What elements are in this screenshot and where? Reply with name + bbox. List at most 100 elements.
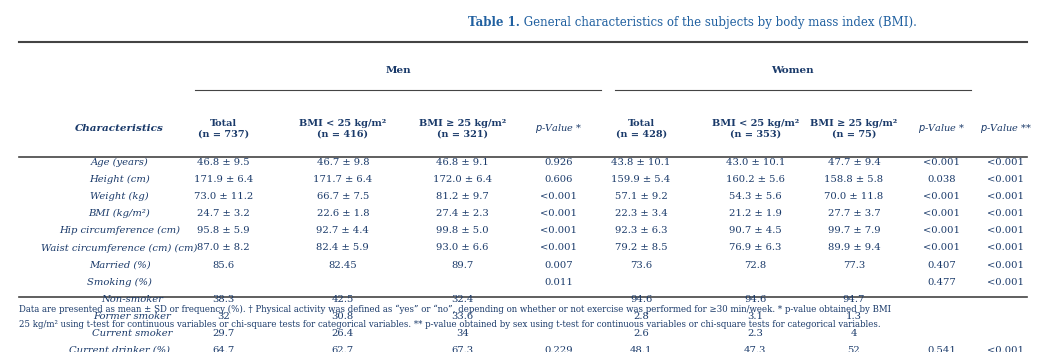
- Text: 46.8 ± 9.5: 46.8 ± 9.5: [197, 158, 249, 167]
- Text: <0.001: <0.001: [987, 209, 1024, 218]
- Text: <0.001: <0.001: [987, 158, 1024, 167]
- Text: <0.001: <0.001: [923, 158, 960, 167]
- Text: $p$-Value *: $p$-Value *: [917, 122, 965, 135]
- Text: 22.3 ± 3.4: 22.3 ± 3.4: [615, 209, 667, 218]
- Text: 42.5: 42.5: [331, 295, 354, 304]
- Text: 99.8 ± 5.0: 99.8 ± 5.0: [436, 226, 488, 235]
- Text: General characteristics of the subjects by body mass index (BMI).: General characteristics of the subjects …: [520, 17, 916, 29]
- Text: Age (years): Age (years): [90, 158, 149, 167]
- Text: 81.2 ± 9.7: 81.2 ± 9.7: [436, 192, 488, 201]
- Text: Characteristics: Characteristics: [75, 124, 164, 133]
- Text: 82.4 ± 5.9: 82.4 ± 5.9: [317, 244, 369, 252]
- Text: Weight (kg): Weight (kg): [90, 192, 149, 201]
- Text: 30.8: 30.8: [331, 312, 354, 321]
- Text: <0.001: <0.001: [540, 192, 578, 201]
- Text: 64.7: 64.7: [212, 346, 235, 352]
- Text: 160.2 ± 5.6: 160.2 ± 5.6: [726, 175, 784, 184]
- Text: 172.0 ± 6.4: 172.0 ± 6.4: [433, 175, 491, 184]
- Text: 4: 4: [851, 329, 857, 338]
- Text: Table 1.: Table 1.: [468, 17, 520, 29]
- Text: Data are presented as mean ± SD or frequency (%). † Physical activity was define: Data are presented as mean ± SD or frequ…: [19, 304, 890, 314]
- Text: <0.001: <0.001: [923, 209, 960, 218]
- Text: 2.6: 2.6: [633, 329, 649, 338]
- Text: 32: 32: [217, 312, 230, 321]
- Text: 93.0 ± 6.6: 93.0 ± 6.6: [436, 244, 488, 252]
- Text: 77.3: 77.3: [843, 260, 865, 270]
- Text: BMI (kg/m²): BMI (kg/m²): [88, 209, 151, 218]
- Text: <0.001: <0.001: [987, 278, 1024, 287]
- Text: 0.011: 0.011: [544, 278, 574, 287]
- Text: 94.7: 94.7: [843, 295, 865, 304]
- Text: 92.7 ± 4.4: 92.7 ± 4.4: [317, 226, 369, 235]
- Text: 22.6 ± 1.8: 22.6 ± 1.8: [317, 209, 369, 218]
- Text: Married (%): Married (%): [88, 260, 151, 270]
- Text: Waist circumference (cm) (cm): Waist circumference (cm) (cm): [42, 244, 197, 252]
- Text: 43.0 ± 10.1: 43.0 ± 10.1: [725, 158, 785, 167]
- Text: 0.007: 0.007: [544, 260, 574, 270]
- Text: Smoking (%): Smoking (%): [87, 278, 152, 287]
- Text: 33.6: 33.6: [451, 312, 474, 321]
- Text: 0.038: 0.038: [927, 175, 956, 184]
- Text: Total
(n = 737): Total (n = 737): [197, 119, 249, 138]
- Text: 43.8 ± 10.1: 43.8 ± 10.1: [611, 158, 671, 167]
- Text: <0.001: <0.001: [987, 260, 1024, 270]
- Text: <0.001: <0.001: [540, 244, 578, 252]
- Text: 0.606: 0.606: [544, 175, 574, 184]
- Text: 67.3: 67.3: [451, 346, 474, 352]
- Text: 73.0 ± 11.2: 73.0 ± 11.2: [193, 192, 254, 201]
- Text: 99.7 ± 7.9: 99.7 ± 7.9: [828, 226, 880, 235]
- Text: Women: Women: [771, 66, 815, 75]
- Text: 66.7 ± 7.5: 66.7 ± 7.5: [317, 192, 369, 201]
- Text: <0.001: <0.001: [540, 209, 578, 218]
- Text: 3.1: 3.1: [747, 312, 764, 321]
- Text: 94.6: 94.6: [744, 295, 767, 304]
- Text: 171.7 ± 6.4: 171.7 ± 6.4: [313, 175, 373, 184]
- Text: 82.45: 82.45: [328, 260, 357, 270]
- Text: 94.6: 94.6: [630, 295, 652, 304]
- Text: 95.8 ± 5.9: 95.8 ± 5.9: [197, 226, 249, 235]
- Text: <0.001: <0.001: [987, 346, 1024, 352]
- Text: 21.2 ± 1.9: 21.2 ± 1.9: [729, 209, 781, 218]
- Text: <0.001: <0.001: [987, 175, 1024, 184]
- Text: <0.001: <0.001: [987, 244, 1024, 252]
- Text: 159.9 ± 5.4: 159.9 ± 5.4: [611, 175, 671, 184]
- Text: 0.477: 0.477: [927, 278, 956, 287]
- Text: 73.6: 73.6: [630, 260, 652, 270]
- Text: Hip circumference (cm): Hip circumference (cm): [59, 226, 180, 235]
- Text: <0.001: <0.001: [923, 226, 960, 235]
- Text: <0.001: <0.001: [987, 192, 1024, 201]
- Text: <0.001: <0.001: [923, 244, 960, 252]
- Text: 24.7 ± 3.2: 24.7 ± 3.2: [197, 209, 249, 218]
- Text: Non-smoker: Non-smoker: [101, 295, 163, 304]
- Text: 54.3 ± 5.6: 54.3 ± 5.6: [729, 192, 781, 201]
- Text: BMI ≥ 25 kg/m²
(n = 75): BMI ≥ 25 kg/m² (n = 75): [810, 119, 898, 138]
- Text: <0.001: <0.001: [923, 192, 960, 201]
- Text: 26.4: 26.4: [331, 329, 354, 338]
- Text: <0.001: <0.001: [540, 226, 578, 235]
- Text: 72.8: 72.8: [744, 260, 767, 270]
- Text: 32.4: 32.4: [451, 295, 474, 304]
- Text: Total
(n = 428): Total (n = 428): [615, 119, 667, 138]
- Text: 89.7: 89.7: [451, 260, 474, 270]
- Text: 57.1 ± 9.2: 57.1 ± 9.2: [615, 192, 667, 201]
- Text: 25 kg/m² using t-test for continuous variables or chi-square tests for categoric: 25 kg/m² using t-test for continuous var…: [19, 320, 880, 329]
- Text: <0.001: <0.001: [987, 226, 1024, 235]
- Text: Current smoker: Current smoker: [91, 329, 172, 338]
- Text: 0.229: 0.229: [544, 346, 574, 352]
- Text: Current drinker (%): Current drinker (%): [69, 346, 170, 352]
- Text: 29.7: 29.7: [212, 329, 235, 338]
- Text: 79.2 ± 8.5: 79.2 ± 8.5: [615, 244, 667, 252]
- Text: 38.3: 38.3: [212, 295, 235, 304]
- Text: 90.7 ± 4.5: 90.7 ± 4.5: [729, 226, 781, 235]
- Text: Former smoker: Former smoker: [94, 312, 170, 321]
- Text: 70.0 ± 11.8: 70.0 ± 11.8: [824, 192, 884, 201]
- Text: 0.926: 0.926: [544, 158, 574, 167]
- Text: 92.3 ± 6.3: 92.3 ± 6.3: [615, 226, 667, 235]
- Text: 46.7 ± 9.8: 46.7 ± 9.8: [317, 158, 369, 167]
- Text: 47.7 ± 9.4: 47.7 ± 9.4: [828, 158, 880, 167]
- Text: BMI < 25 kg/m²
(n = 353): BMI < 25 kg/m² (n = 353): [712, 119, 799, 138]
- Text: 89.9 ± 9.4: 89.9 ± 9.4: [828, 244, 880, 252]
- Text: 0.541: 0.541: [927, 346, 956, 352]
- Text: Height (cm): Height (cm): [89, 175, 150, 184]
- Text: 0.407: 0.407: [927, 260, 956, 270]
